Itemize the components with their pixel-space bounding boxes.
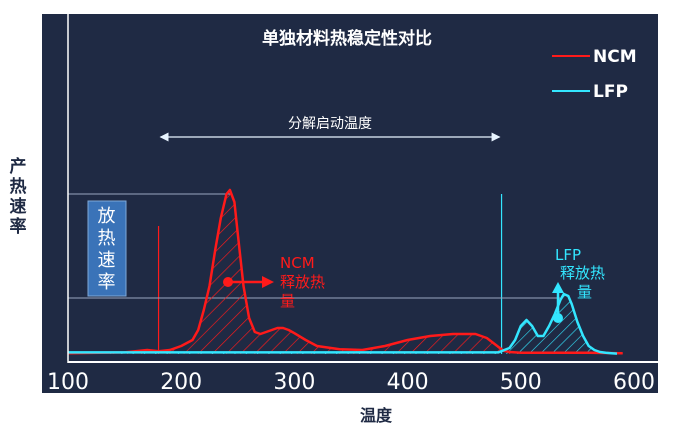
ncm-annotation-line-2: 释放热 (280, 273, 325, 291)
legend-label-lfp: LFP (593, 82, 628, 102)
decomposition-span-label: 分解启动温度 (288, 116, 372, 132)
legend-label-ncm: NCM (593, 47, 637, 67)
lfp-annotation-line-1: LFP (555, 246, 581, 264)
x-tick-label-5: 600 (613, 370, 655, 395)
lfp-callout-arrowhead (552, 282, 564, 293)
x-tick-label-3: 400 (387, 370, 429, 395)
heat-rate-box-bg (87, 200, 127, 297)
heat-rate-box-char-3: 速 (98, 250, 117, 271)
chart-title: 单独材料热稳定性对比 (262, 28, 432, 49)
heat-rate-box-char-2: 热 (98, 228, 117, 249)
x-tick-label-0: 100 (47, 370, 89, 395)
heat-rate-box: 放 热 速 率 (87, 200, 127, 297)
x-tick-label-4: 500 (500, 370, 542, 395)
lfp-annotation-line-3: 量 (577, 283, 592, 301)
ncm-annotation-line-3: 量 (280, 292, 295, 310)
series-area-lfp (68, 294, 617, 354)
x-tick-label-2: 300 (273, 370, 315, 395)
heat-rate-box-char-4: 率 (98, 272, 117, 293)
series-line-ncm (67, 188, 623, 355)
x-tick-label-1: 200 (160, 370, 202, 395)
series-area-ncm (68, 190, 623, 354)
ncm-callout-arrowhead (262, 276, 274, 288)
ncm-annotation-line-1: NCM (280, 254, 315, 272)
x-axis-label: 温度 (359, 406, 393, 425)
heat-rate-box-char-1: 放 (98, 206, 117, 227)
series-line-lfp (68, 292, 618, 355)
lfp-annotation: LFP 释放热 量 (555, 246, 605, 301)
ncm-annotation: NCM 释放热 量 (280, 254, 325, 310)
lfp-annotation-line-2: 释放热 (560, 264, 605, 282)
legend: NCM LFP (552, 47, 637, 102)
y-axis-label: 产热速率 (10, 156, 27, 237)
